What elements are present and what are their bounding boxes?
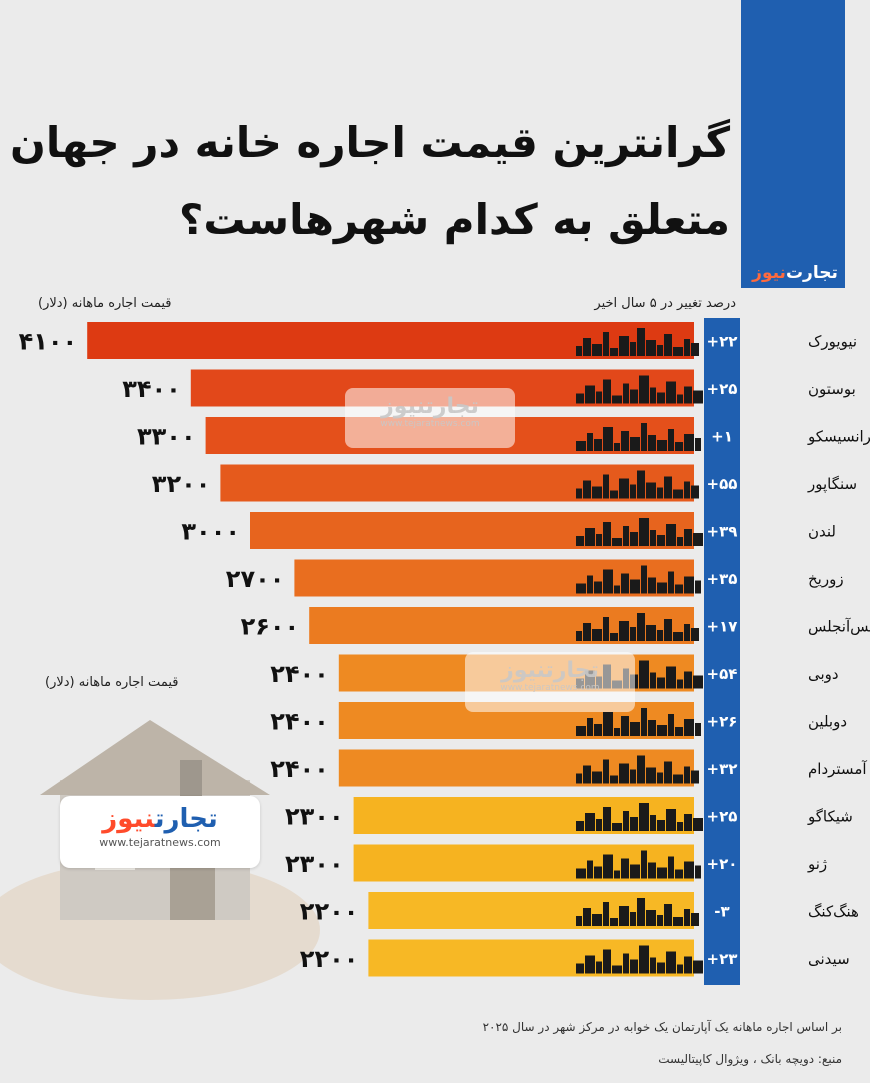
brand-tag: تجارت نیوز [741,258,845,288]
category-label: سانفرانسیسکو [807,428,870,446]
value-label: ۳۳۰۰ [137,423,196,451]
category-label: شیکاگو [807,808,853,826]
skyline-icon [576,945,703,974]
footnote: بر اساس اجاره ماهانه یک آپارتمان یک خواب… [482,1020,842,1034]
skyline-icon [576,755,699,784]
category-label: سنگاپور [807,475,857,494]
category-label: سیدنی [808,950,850,968]
brand-logo-card: تجارتنیوز www.tejaratnews.com [60,796,260,868]
watermark-name-part2: نیوز [381,394,426,419]
change-label: +۱۷ [707,618,738,636]
value-label: ۲۳۰۰ [285,850,344,878]
bar [309,607,694,644]
source-note: منبع: دویچه بانک ، ویژوال کاپیتالیست [658,1052,842,1066]
category-label: بوستون [808,380,856,398]
watermark-name-part2: نیوز [501,658,546,683]
logo-name-part2: نیوز [102,804,155,834]
category-label: لندن [808,523,836,541]
change-label: +۱ [711,428,733,446]
title-line-2: متعلق به کدام شهرهاست؟ [178,195,730,244]
watermark: تجارتنیوز www.tejaratnews.com [465,652,635,712]
skyline-icon [576,470,699,499]
skyline-icon [576,375,703,404]
category-label: آمستردام [808,760,867,778]
value-label: ۲۴۰۰ [270,755,329,783]
change-label: +۲۳ [707,950,738,968]
value-label: ۲۲۰۰ [300,945,359,973]
change-label: -۳ [714,903,729,921]
bar [87,322,694,359]
value-label: ۴۱۰۰ [19,328,78,356]
change-label: +۵۵ [707,475,738,493]
title-line-1: گرانترین قیمت اجاره خانه در جهان [10,118,730,167]
value-label: ۲۴۰۰ [270,660,329,688]
skyline-icon [576,518,703,546]
watermark-name-part1: تجارت [545,658,599,683]
value-label: ۲۶۰۰ [241,613,300,641]
watermark: تجارتنیوز www.tejaratnews.com [345,388,515,448]
value-label: ۲۷۰۰ [226,565,285,593]
change-label: +۲۲ [707,333,738,351]
logo-url: www.tejaratnews.com [99,836,221,849]
value-label: ۲۴۰۰ [270,708,329,736]
category-label: لس‌آنجلس [808,618,870,636]
change-label: +۳۹ [707,523,738,541]
value-label: ۳۲۰۰ [152,470,211,498]
skyline-icon [576,328,699,356]
category-label: ژنو [807,855,827,873]
price-header-secondary: قیمت اجاره ماهانه (دلار) [45,675,179,690]
skyline-icon [576,565,701,594]
change-label: +۲۵ [707,808,738,826]
change-header: درصد تغییر در ۵ سال اخیر [594,296,736,311]
value-label: ۲۳۰۰ [285,803,344,831]
change-label: +۲۰ [707,855,738,873]
brand-band [741,0,845,288]
bar [368,892,694,929]
change-label: +۲۶ [707,713,738,731]
category-label: نیویورک [808,333,857,351]
value-label: ۳۰۰۰ [181,518,240,546]
skyline-icon [576,708,701,736]
price-header: قیمت اجاره ماهانه (دلار) [38,296,172,311]
value-label: ۲۲۰۰ [300,898,359,926]
category-label: دوبلین [808,713,847,731]
skyline-icon [576,423,701,451]
skyline-icon [576,850,701,879]
category-label: دوبی [808,665,839,683]
watermark-url: www.tejaratnews.com [500,683,600,693]
skyline-icon [576,803,703,831]
value-label: ۳۴۰۰ [122,375,181,403]
logo-name-part1: تجارت [154,804,218,834]
brand-name-part1: تجارت [785,263,838,283]
brand-name-part2: نیوز [752,263,786,283]
skyline-icon [576,898,699,926]
category-label: هنگ‌کنگ [808,903,859,921]
category-label: زوریخ [808,570,844,588]
change-label: +۲۵ [707,380,738,398]
change-column [704,318,740,985]
change-label: +۳۲ [707,760,738,778]
skyline-icon [576,613,699,641]
change-label: +۳۵ [707,570,738,588]
change-label: +۵۴ [707,665,738,683]
watermark-name-part1: تجارت [425,394,479,419]
watermark-url: www.tejaratnews.com [380,419,480,429]
